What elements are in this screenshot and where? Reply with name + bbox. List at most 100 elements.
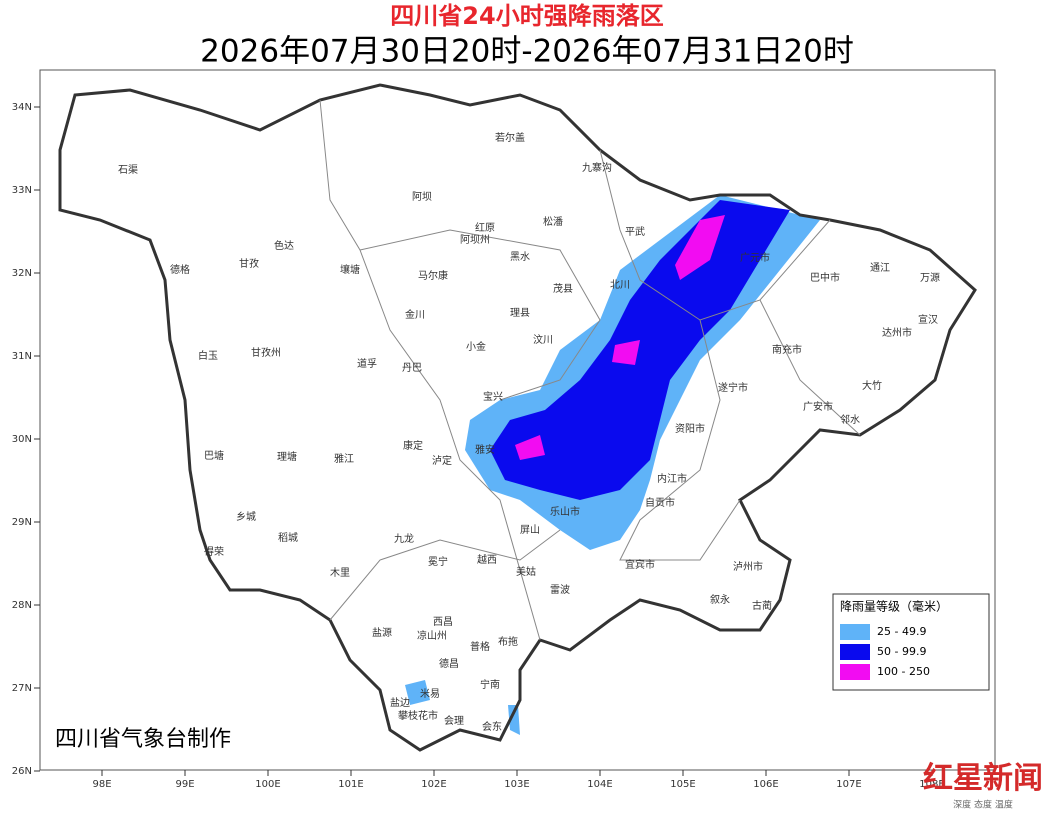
legend-swatch bbox=[840, 624, 870, 640]
place-label: 色达 bbox=[274, 239, 294, 252]
lat-tick-label: 26N bbox=[12, 766, 32, 777]
place-label: 遂宁市 bbox=[718, 381, 748, 394]
lat-tick-label: 27N bbox=[12, 683, 32, 694]
place-label: 石渠 bbox=[118, 164, 138, 176]
place-label: 得荣 bbox=[204, 546, 224, 558]
place-label: 通江 bbox=[870, 262, 890, 274]
rain-area bbox=[515, 435, 545, 460]
place-label: 壤塘 bbox=[340, 263, 360, 276]
place-label: 会理 bbox=[444, 714, 464, 727]
place-label: 叙永 bbox=[710, 593, 730, 606]
place-label: 德昌 bbox=[439, 657, 459, 670]
lon-tick-label: 106E bbox=[753, 779, 778, 790]
rain-area bbox=[508, 705, 520, 735]
place-label: 万源 bbox=[920, 271, 940, 284]
place-label: 康定 bbox=[403, 439, 423, 452]
lat-tick-label: 30N bbox=[12, 434, 32, 445]
place-label: 冕宁 bbox=[428, 555, 448, 568]
place-label: 稻城 bbox=[278, 532, 298, 544]
place-label: 小金 bbox=[466, 340, 486, 353]
rain-areas bbox=[405, 195, 820, 735]
lon-tick-label: 101E bbox=[338, 779, 363, 790]
place-label: 阿坝州 bbox=[460, 234, 490, 246]
place-label: 茂县 bbox=[553, 282, 573, 295]
place-label: 广元市 bbox=[740, 251, 770, 264]
place-label: 西昌 bbox=[433, 616, 453, 628]
legend-title: 降雨量等级（毫米） bbox=[840, 599, 948, 614]
place-label: 资阳市 bbox=[675, 422, 705, 435]
place-label: 九寨沟 bbox=[582, 161, 612, 174]
lat-tick-label: 34N bbox=[12, 102, 32, 113]
place-label: 米易 bbox=[420, 687, 440, 700]
place-label: 宜宾市 bbox=[625, 558, 655, 571]
place-label: 内江市 bbox=[657, 472, 687, 485]
place-label: 会东 bbox=[482, 720, 502, 733]
place-label: 雅江 bbox=[334, 452, 354, 465]
place-label: 乡城 bbox=[236, 511, 256, 523]
place-label: 宁南 bbox=[480, 678, 500, 691]
place-label: 自贡市 bbox=[645, 496, 675, 509]
place-label: 丹巴 bbox=[402, 362, 422, 374]
place-label: 广安市 bbox=[803, 400, 833, 413]
legend-items: 25 - 49.9 50 - 99.9 100 - 250 bbox=[840, 624, 930, 680]
place-label: 巴塘 bbox=[204, 449, 224, 462]
lon-tick-label: 104E bbox=[587, 779, 612, 790]
place-label: 大竹 bbox=[862, 379, 882, 392]
place-label: 攀枝花市 bbox=[398, 709, 438, 722]
place-label: 甘孜州 bbox=[251, 346, 281, 359]
place-label: 木里 bbox=[330, 567, 350, 579]
legend-label: 25 - 49.9 bbox=[877, 625, 926, 638]
watermark-brand: 红星新闻 bbox=[923, 761, 1043, 796]
rain-area bbox=[405, 680, 430, 705]
place-label: 泸定 bbox=[432, 454, 452, 467]
place-label: 黑水 bbox=[510, 251, 530, 263]
lon-tick-label: 99E bbox=[175, 779, 194, 790]
place-label: 道孚 bbox=[357, 357, 377, 370]
place-label: 汶川 bbox=[533, 333, 553, 346]
lon-tick-label: 98E bbox=[92, 779, 111, 790]
place-label: 理县 bbox=[510, 307, 530, 319]
place-label: 盐源 bbox=[372, 626, 392, 639]
city-borders bbox=[319, 99, 861, 641]
rain-area bbox=[675, 215, 725, 280]
legend-swatch bbox=[840, 664, 870, 680]
place-label: 南充市 bbox=[772, 343, 802, 356]
credit: 四川省气象台制作 bbox=[55, 727, 231, 752]
place-label: 红原 bbox=[475, 221, 495, 234]
legend-swatch bbox=[840, 644, 870, 660]
place-label: 平武 bbox=[625, 225, 645, 238]
lat-tick-label: 32N bbox=[12, 268, 32, 279]
rain-area bbox=[612, 340, 640, 365]
place-label: 越西 bbox=[477, 553, 497, 566]
place-label: 普格 bbox=[470, 640, 490, 653]
subtitle: 2026年07月30日20时-2026年07月31日20时 bbox=[200, 34, 854, 70]
legend-label: 50 - 99.9 bbox=[877, 645, 926, 658]
rain-area bbox=[490, 200, 790, 500]
place-label: 甘孜 bbox=[239, 257, 259, 270]
lon-tick-label: 105E bbox=[670, 779, 695, 790]
place-label: 布拖 bbox=[498, 635, 518, 648]
lat-tick-label: 29N bbox=[12, 517, 32, 528]
lon-tick-label: 100E bbox=[255, 779, 280, 790]
legend: 降雨量等级（毫米） 25 - 49.9 50 - 99.9 100 - 250 bbox=[832, 593, 990, 691]
place-label: 金川 bbox=[405, 308, 425, 321]
place-label: 巴中市 bbox=[810, 271, 840, 284]
place-label: 宝兴 bbox=[483, 390, 503, 403]
place-label: 白玉 bbox=[198, 349, 218, 362]
place-label: 达州市 bbox=[882, 326, 912, 339]
place-label: 雅安 bbox=[475, 443, 495, 456]
title: 四川省24小时强降雨落区 bbox=[390, 2, 663, 30]
place-label: 九龙 bbox=[394, 532, 414, 545]
place-label: 雷波 bbox=[550, 583, 570, 596]
place-label: 盐边 bbox=[390, 696, 410, 709]
lat-tick-label: 28N bbox=[12, 600, 32, 611]
place-label: 邻水 bbox=[840, 413, 860, 426]
place-label: 松潘 bbox=[543, 215, 563, 228]
lon-tick-label: 107E bbox=[836, 779, 861, 790]
place-label: 古蔺 bbox=[752, 599, 772, 612]
place-label: 乐山市 bbox=[550, 505, 580, 518]
lon-tick-label: 103E bbox=[504, 779, 529, 790]
